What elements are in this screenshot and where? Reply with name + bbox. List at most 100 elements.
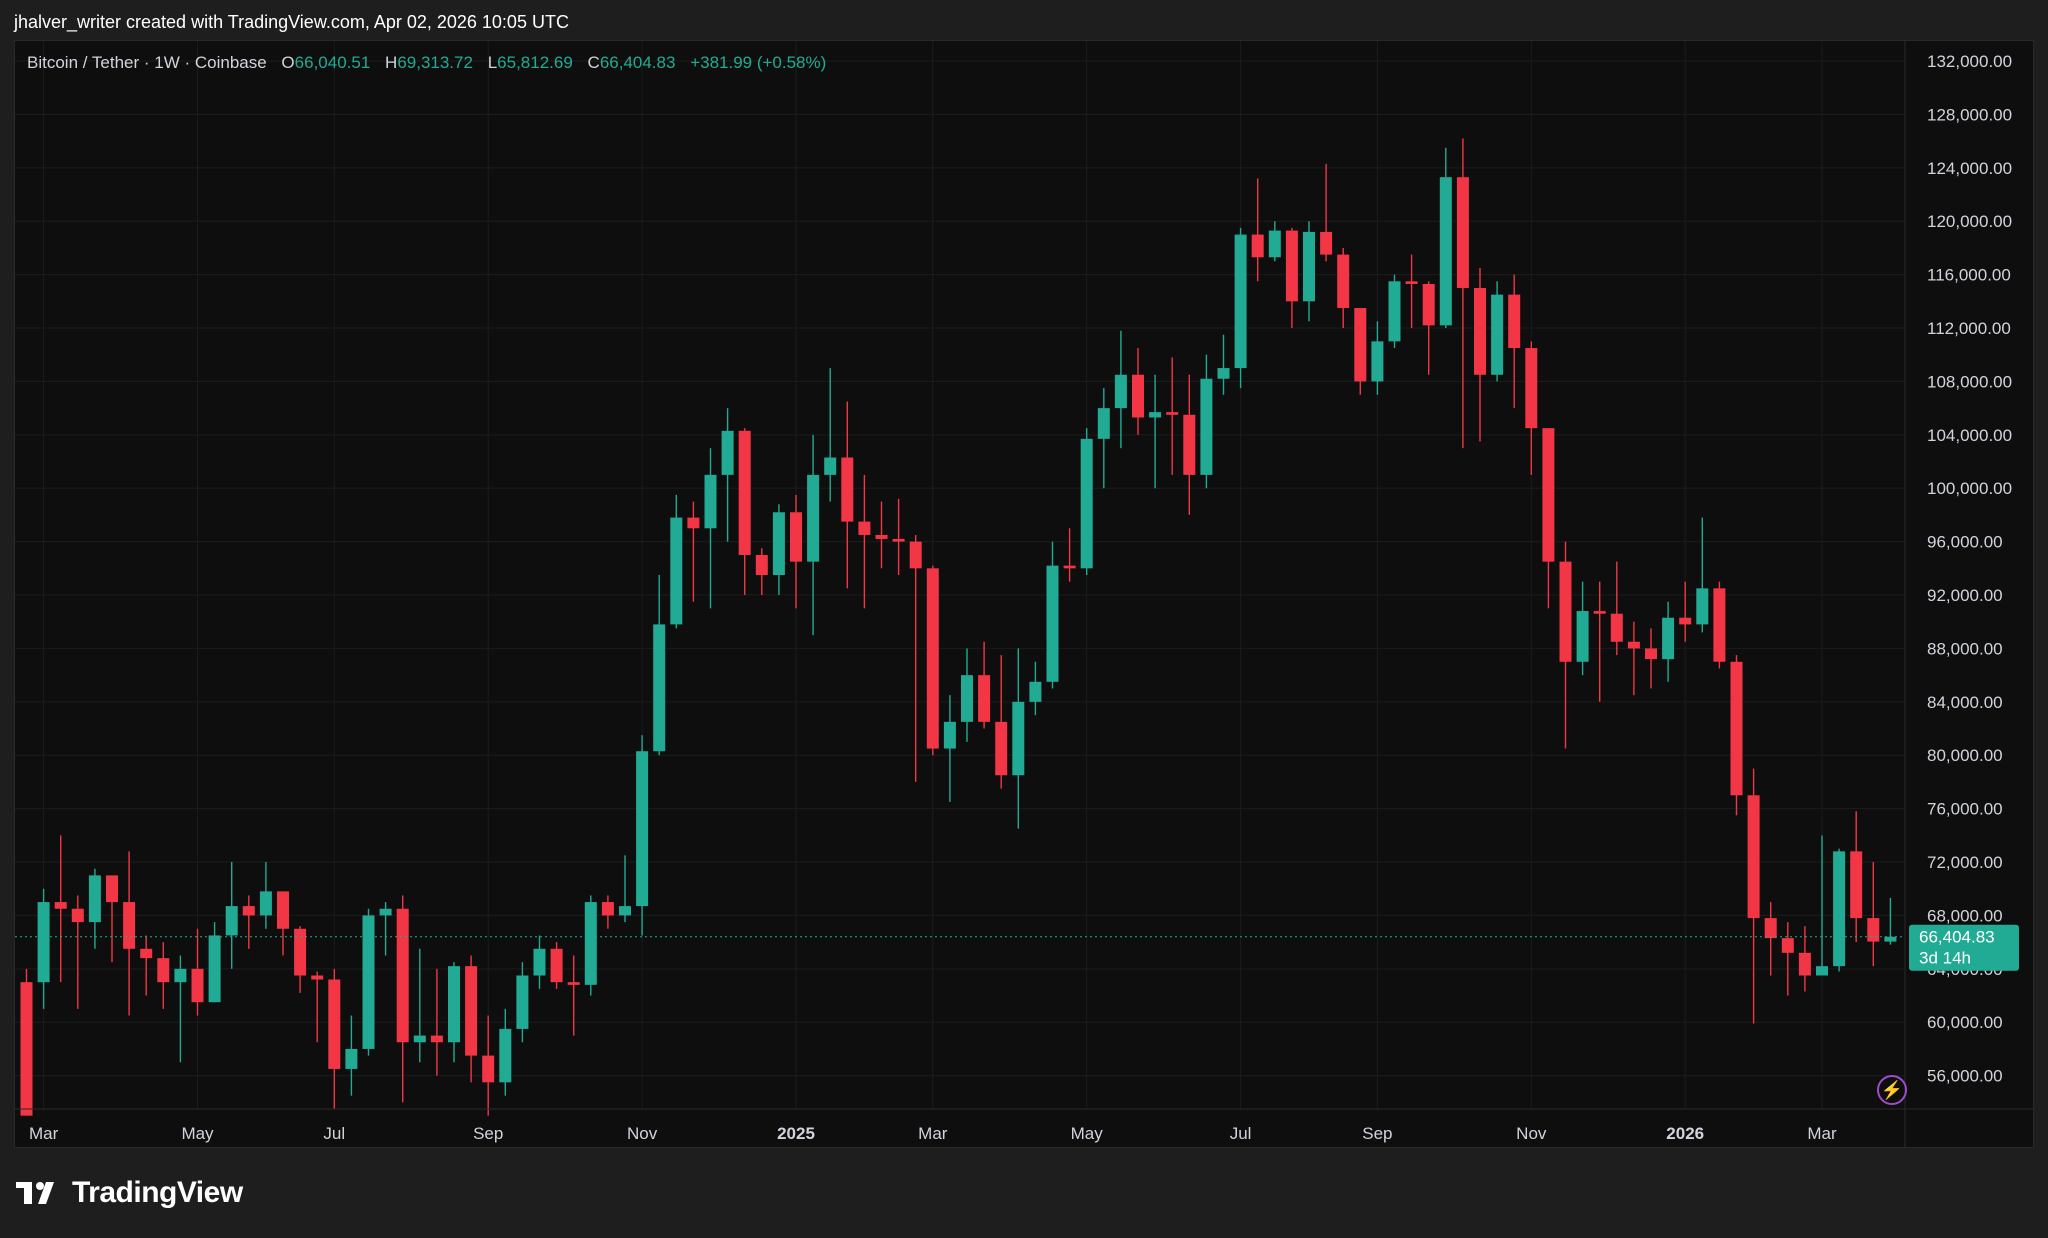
candle[interactable] — [1798, 926, 1811, 992]
candle[interactable] — [1200, 354, 1213, 489]
candle[interactable] — [1679, 581, 1692, 642]
candle[interactable] — [1063, 528, 1076, 582]
candle[interactable] — [140, 935, 153, 996]
candle[interactable] — [636, 735, 649, 936]
candle[interactable] — [909, 534, 922, 782]
candle[interactable] — [379, 902, 392, 956]
candle[interactable] — [1439, 147, 1452, 329]
candle[interactable] — [567, 955, 580, 1036]
candle[interactable] — [225, 862, 238, 969]
chart-panel[interactable]: 56,000.0060,000.0064,000.0068,000.0072,0… — [14, 40, 2034, 1148]
candle[interactable] — [995, 655, 1008, 789]
candle[interactable] — [1508, 274, 1521, 409]
candle[interactable] — [755, 548, 768, 596]
candle[interactable] — [311, 971, 324, 1043]
candle[interactable] — [465, 955, 478, 1083]
candle[interactable] — [1183, 374, 1196, 515]
candle[interactable] — [328, 968, 341, 1109]
candle[interactable] — [1474, 267, 1486, 442]
candle[interactable] — [1525, 341, 1538, 475]
candle[interactable] — [294, 926, 307, 993]
candle[interactable] — [1867, 862, 1880, 967]
candle[interactable] — [1696, 517, 1709, 633]
candle[interactable] — [1422, 281, 1435, 375]
candle[interactable] — [242, 895, 255, 949]
candle[interactable] — [841, 401, 854, 589]
candle[interactable] — [88, 868, 101, 949]
candle[interactable] — [1166, 357, 1179, 475]
candle[interactable] — [413, 948, 426, 1063]
candle[interactable] — [550, 942, 563, 989]
candle[interactable] — [1149, 374, 1162, 489]
candle[interactable] — [772, 504, 785, 596]
candle[interactable] — [448, 962, 460, 1063]
candle[interactable] — [430, 968, 443, 1076]
candle[interactable] — [619, 855, 631, 923]
candle[interactable] — [1337, 247, 1350, 329]
candle[interactable] — [1627, 621, 1640, 696]
candle[interactable] — [1781, 922, 1794, 996]
candle[interactable] — [721, 408, 734, 542]
candle[interactable] — [1662, 601, 1675, 682]
candle[interactable] — [1833, 848, 1846, 972]
candle[interactable] — [1029, 661, 1042, 716]
candle[interactable] — [858, 474, 871, 609]
candle[interactable] — [1132, 348, 1144, 435]
candle[interactable] — [1097, 388, 1110, 489]
candle[interactable] — [516, 962, 529, 1043]
candle[interactable] — [1371, 321, 1384, 395]
candle[interactable] — [1268, 221, 1281, 262]
candle[interactable] — [1405, 254, 1418, 329]
candle[interactable] — [54, 835, 67, 983]
candle[interactable] — [1816, 835, 1828, 976]
candle[interactable] — [482, 1015, 495, 1116]
candle[interactable] — [157, 942, 170, 1009]
candle[interactable] — [1234, 227, 1247, 389]
candle[interactable] — [37, 888, 50, 1009]
candle[interactable] — [1046, 541, 1059, 689]
candle[interactable] — [1320, 163, 1333, 262]
candle[interactable] — [1559, 541, 1572, 749]
candle[interactable] — [106, 875, 118, 963]
candle[interactable] — [1456, 138, 1469, 449]
candle[interactable] — [20, 968, 33, 1116]
candle[interactable] — [943, 695, 956, 802]
candle[interactable] — [1285, 227, 1298, 329]
candle[interactable] — [1217, 334, 1230, 395]
candle[interactable] — [259, 862, 272, 929]
candle[interactable] — [1850, 811, 1863, 943]
candle[interactable] — [1747, 768, 1760, 1024]
candle[interactable] — [1610, 561, 1623, 656]
candle[interactable] — [208, 922, 221, 1003]
candle[interactable] — [807, 434, 820, 636]
candle[interactable] — [824, 368, 837, 502]
candle[interactable] — [961, 648, 973, 742]
candle[interactable] — [191, 928, 204, 1016]
candle[interactable] — [1713, 581, 1726, 669]
candle[interactable] — [704, 448, 717, 609]
candle[interactable] — [1730, 655, 1743, 816]
candle[interactable] — [687, 501, 700, 602]
candle[interactable] — [790, 494, 802, 609]
candlestick-chart[interactable]: 56,000.0060,000.0064,000.0068,000.0072,0… — [15, 41, 2034, 1148]
candle[interactable] — [533, 935, 546, 989]
candle[interactable] — [1645, 628, 1657, 689]
candle[interactable] — [738, 428, 751, 596]
candle[interactable] — [1080, 428, 1093, 575]
candle[interactable] — [499, 1008, 512, 1096]
candle[interactable] — [396, 895, 409, 1103]
candle[interactable] — [584, 895, 597, 996]
candle[interactable] — [1542, 428, 1555, 609]
candle[interactable] — [875, 501, 888, 569]
candle[interactable] — [1593, 581, 1606, 702]
symbol-name[interactable]: Bitcoin / Tether · 1W · Coinbase — [27, 53, 267, 72]
candle[interactable] — [1012, 648, 1025, 829]
candle[interactable] — [71, 895, 84, 1009]
candle[interactable] — [892, 498, 905, 575]
candle[interactable] — [174, 955, 187, 1063]
candle[interactable] — [670, 494, 683, 629]
candle[interactable] — [601, 895, 614, 929]
candle[interactable] — [1576, 581, 1589, 676]
candle[interactable] — [123, 851, 136, 1016]
candle[interactable] — [1491, 281, 1504, 382]
